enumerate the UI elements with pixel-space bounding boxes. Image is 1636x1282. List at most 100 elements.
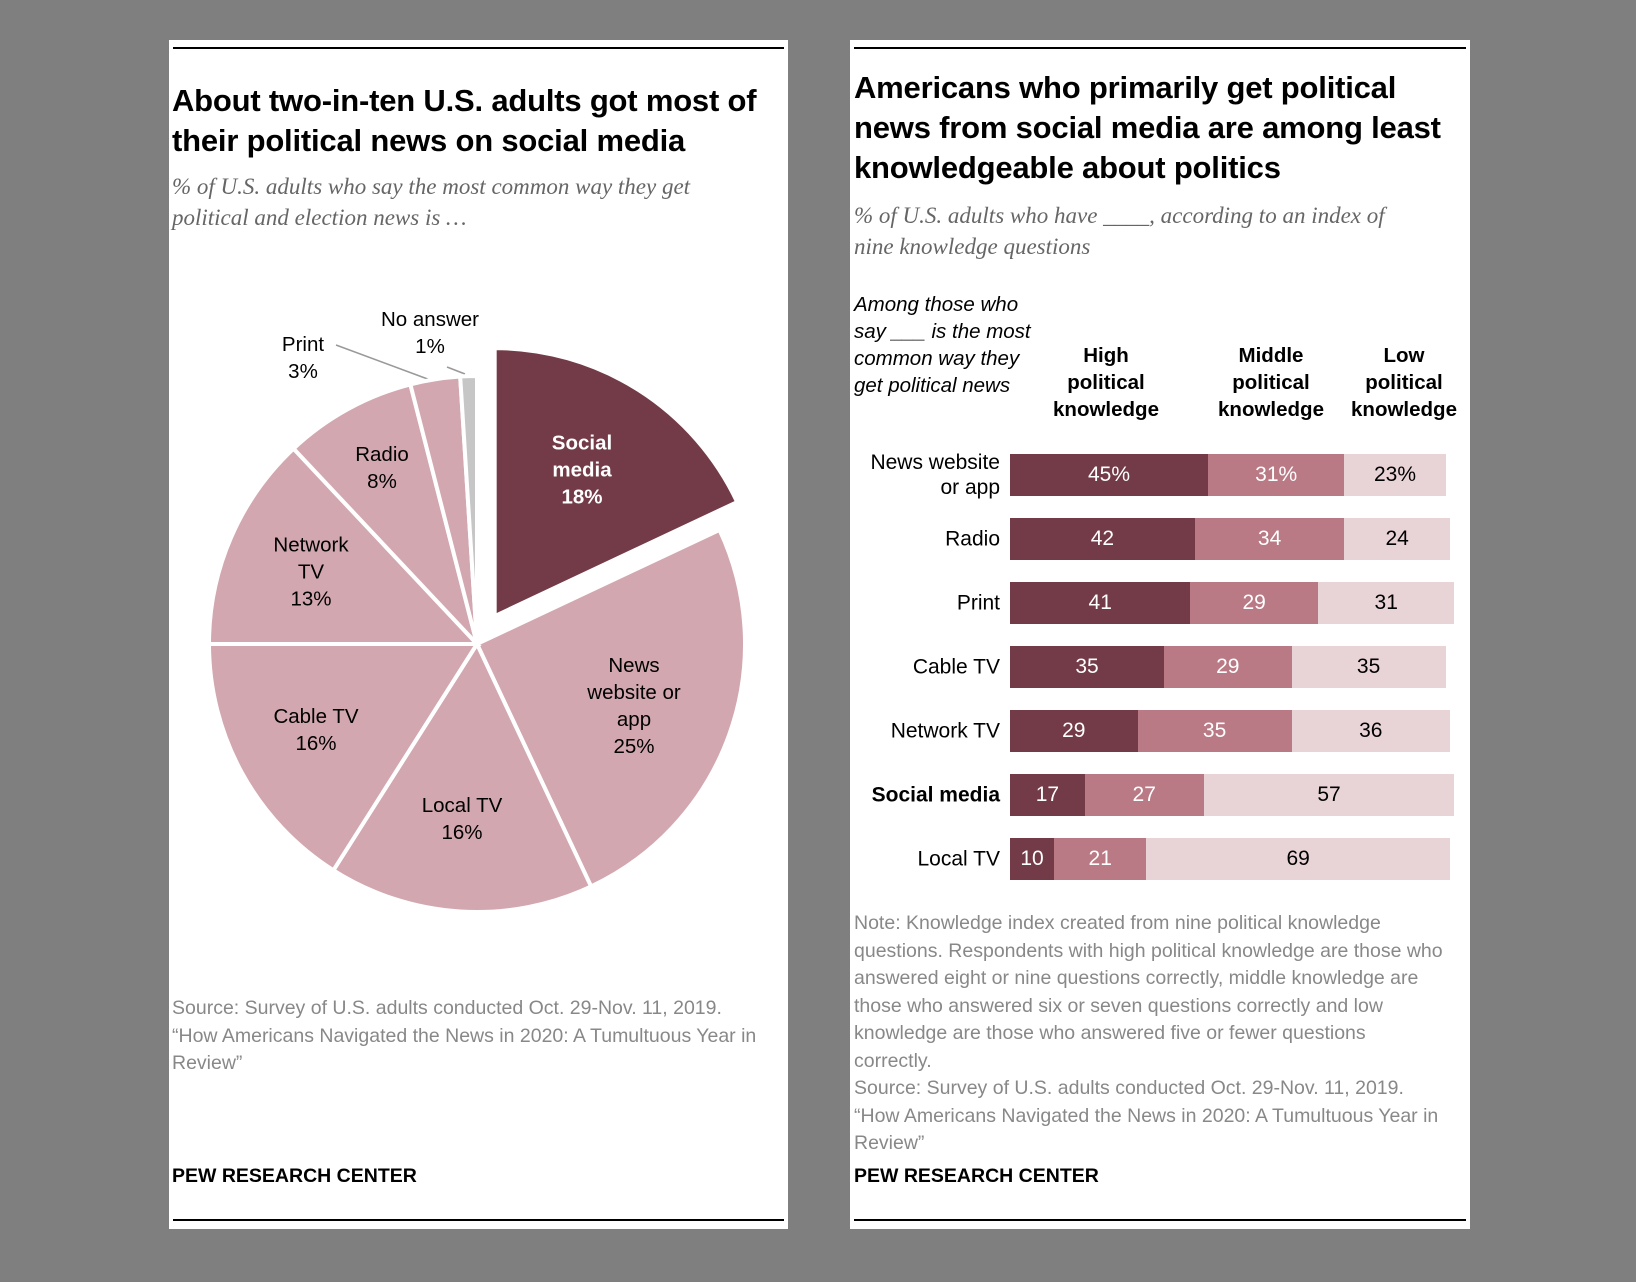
pie-label-text: Network (273, 533, 349, 557)
column-header-line: political (1232, 371, 1310, 394)
bar-segment-news-website-or-app-high: 45% (1010, 454, 1208, 496)
pie-label-text: Print (281, 333, 325, 356)
pie-label-network-tv: Network TV 13% (273, 532, 348, 613)
row-label-line: Local TV (917, 847, 1001, 871)
note-line: Source: Survey of U.S. adults conducted … (854, 1077, 1404, 1099)
subtitle-line: % of U.S. adults who say the most common… (172, 174, 691, 199)
pew-logo-text: PEW RESEARCH CENTER (854, 1165, 1099, 1187)
pie-chart-panel: About two-in-ten U.S. adults got most of… (169, 40, 788, 1229)
row-label-news-website-or-app: News website or app (870, 450, 1000, 500)
column-header-line: knowledge (1053, 398, 1159, 421)
row-label-local-tv: Local TV (918, 847, 1001, 872)
row-label-radio: Radio (945, 527, 1000, 552)
pie-value-label: 1% (415, 335, 445, 358)
pie-label-text: app (616, 708, 652, 731)
bar-segment-radio-middle: 34 (1194, 518, 1345, 560)
pie-slice-social-media (492, 346, 740, 620)
pie-label-text: Local TV (421, 794, 503, 817)
note-text: Note: Knowledge index created from nine … (854, 910, 1443, 1158)
pie-slice-local-tv (330, 639, 594, 914)
source-note: Source: Survey of U.S. adults conducted … (172, 995, 756, 1078)
row-label-line: Social media (871, 783, 1000, 807)
bar-segment-local-tv-middle: 21 (1054, 838, 1147, 880)
pie-label-no-answer: No answer 1% (381, 306, 479, 360)
note-line: “How Americans Navigated the News in 202… (854, 1104, 1439, 1127)
title-line: knowledgeable about politics (854, 150, 1281, 185)
column-header-line: political (1365, 371, 1443, 394)
bar-segment-network-tv-high: 29 (1010, 710, 1138, 752)
pie-chart (206, 344, 747, 914)
pie-label-cable-tv: Cable TV 16% (273, 703, 358, 757)
pie-chart-subtitle: % of U.S. adults who say the most common… (172, 171, 690, 233)
column-header-line: political (1067, 371, 1145, 394)
pie-value-label: 13% (290, 587, 332, 611)
print-leader-line (335, 344, 434, 382)
title-line: About two-in-ten U.S. adults got most of (172, 83, 757, 118)
bar-segment-cable-tv-high: 35 (1010, 646, 1164, 688)
pie-label-radio: Radio 8% (355, 441, 409, 495)
bar-chart-panel: Americans who primarily get political ne… (850, 40, 1470, 1229)
row-label-line: Radio (945, 527, 1000, 551)
note-line: Review” (854, 1132, 925, 1154)
bar-segment-local-tv-high: 10 (1010, 838, 1054, 880)
pew-logo-text: PEW RESEARCH CENTER (172, 1165, 417, 1187)
pie-label-text: TV (297, 560, 325, 584)
title-line: Americans who primarily get political (854, 70, 1397, 105)
bar-segment-social-media-high: 17 (1010, 774, 1085, 816)
pie-value-label: 25% (613, 735, 655, 758)
row-header-line: common way they (854, 347, 1020, 370)
pie-label-social-media: Social media 18% (552, 430, 612, 511)
column-header-line: Low (1383, 344, 1425, 367)
top-rule (173, 47, 784, 49)
bar-segment-network-tv-low: 36 (1291, 710, 1450, 752)
note-line: questions. Respondents with high politic… (854, 939, 1443, 962)
source-line: Source: Survey of U.S. adults conducted … (172, 997, 722, 1019)
column-header-line: Middle (1238, 344, 1304, 367)
row-label-line: Network TV (890, 719, 1000, 743)
pie-label-text: media (552, 458, 612, 482)
pie-chart-title: About two-in-ten U.S. adults got most of… (172, 81, 757, 161)
pie-label-text: News (608, 654, 660, 677)
row-label-print: Print (957, 591, 1000, 616)
title-line: news from social media are among least (854, 110, 1441, 145)
subtitle-line: political and election news is … (172, 205, 467, 230)
bar-segment-cable-tv-middle: 29 (1164, 646, 1292, 688)
pie-slice-cable-tv (206, 642, 481, 874)
source-line: “How Americans Navigated the News in 202… (172, 1024, 757, 1047)
bar-segment-news-website-or-app-low: 23% (1344, 454, 1446, 496)
bar-segment-print-high: 41 (1010, 582, 1191, 624)
source-line: Review” (172, 1052, 243, 1074)
row-header-line: get political news (854, 374, 1011, 397)
bar-segment-print-low: 31 (1318, 582, 1455, 624)
note-line: correctly. (854, 1049, 932, 1072)
column-header-high-political-knowledge: High political knowledge (1053, 342, 1159, 423)
title-line: their political news on social media (172, 123, 686, 158)
row-label-network-tv: Network TV (891, 719, 1000, 744)
subtitle-line: nine knowledge questions (854, 234, 1091, 259)
row-label-line: Cable TV (912, 655, 1000, 679)
note-line: answered eight or nine questions correct… (854, 967, 1419, 989)
row-header: Among those who say ___ is the most comm… (854, 291, 1031, 399)
bottom-rule (173, 1219, 784, 1221)
pie-value-label: 3% (288, 360, 318, 383)
row-header-line: say ___ is the most (854, 320, 1031, 343)
row-header-line: Among those who (854, 293, 1019, 316)
column-header-line: High (1083, 344, 1129, 367)
pie-slice-network-tv (206, 445, 482, 646)
bar-segment-local-tv-low: 69 (1146, 838, 1450, 880)
note-line: Note: Knowledge index created from nine … (854, 912, 1381, 934)
no-answer-leader-line (446, 366, 466, 375)
column-header-line: knowledge (1218, 398, 1324, 421)
pie-value-label: 8% (367, 470, 397, 493)
pie-slice-news-website-or-app (474, 527, 747, 890)
pie-slice-radio (290, 381, 479, 646)
pie-label-local-tv: Local TV 16% (422, 792, 503, 846)
bar-segment-news-website-or-app-middle: 31% (1208, 454, 1345, 496)
row-label-cable-tv: Cable TV (913, 655, 1000, 680)
bar-segment-social-media-middle: 27 (1084, 774, 1204, 816)
pie-label-text: Radio (355, 443, 409, 466)
bar-segment-cable-tv-low: 35 (1291, 646, 1446, 688)
column-header-line: knowledge (1351, 398, 1457, 421)
row-label-line: Print (956, 591, 1000, 615)
pie-label-text: website or (587, 681, 681, 704)
